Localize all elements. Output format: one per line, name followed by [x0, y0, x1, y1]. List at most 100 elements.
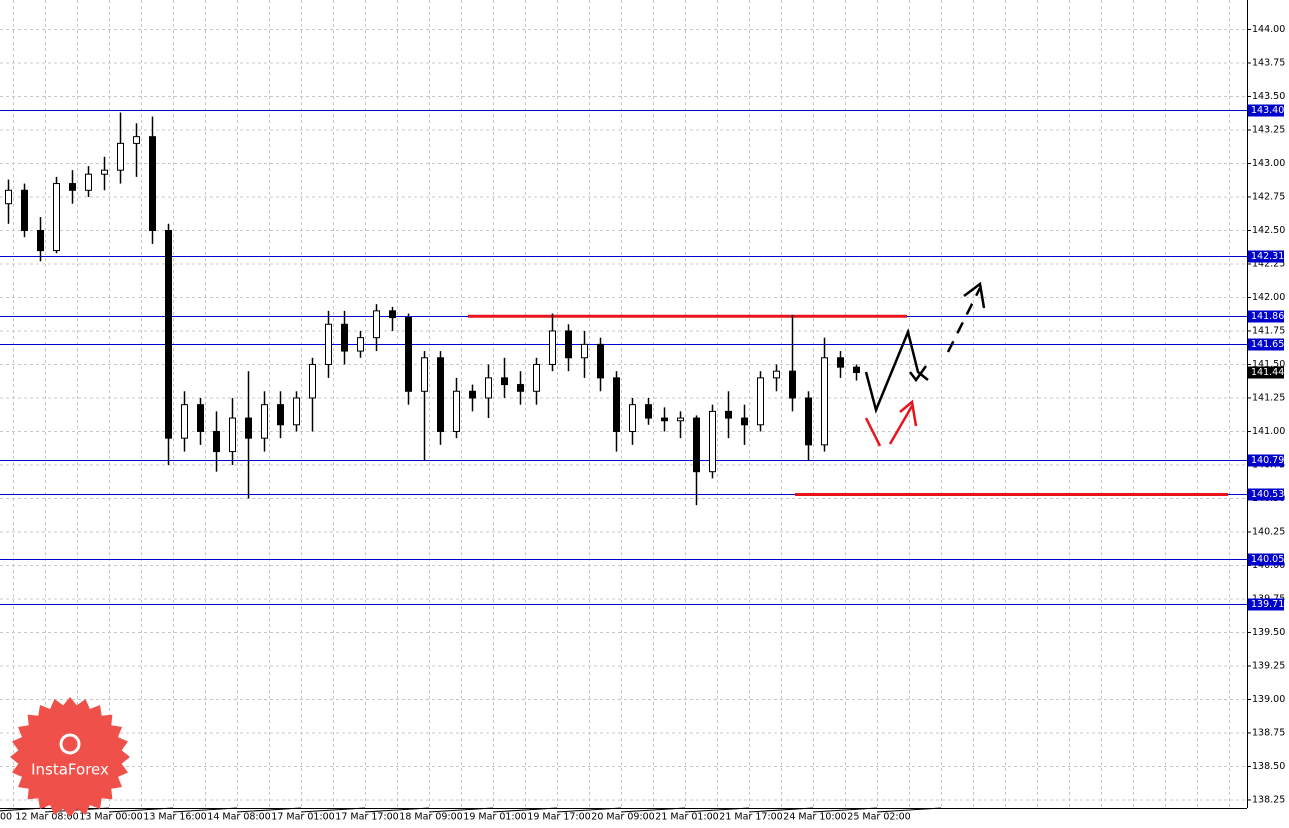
- y-tick-label: 143.75: [1252, 57, 1285, 68]
- candle-body: [85, 173, 92, 191]
- candle-body: [213, 430, 220, 453]
- y-tick-label: 141.00: [1252, 426, 1285, 437]
- candle-body: [485, 377, 492, 399]
- x-tick-label: 24 Mar 10:00: [783, 812, 846, 823]
- candle-body: [5, 189, 12, 205]
- candle-body: [709, 410, 716, 473]
- candle-body: [389, 310, 396, 319]
- axes: 138.25 138.50 138.75 139.00 139.25 139.50 139.…: [0, 24, 1285, 823]
- logo-icon: [59, 733, 81, 755]
- candle-body: [501, 377, 508, 386]
- x-tick: [620, 807, 686, 813]
- candle-body: [101, 169, 108, 175]
- candle-body: [21, 189, 28, 231]
- level-label: 141.65: [1251, 339, 1284, 350]
- x-tick: [684, 807, 750, 813]
- candle-body: [629, 404, 636, 432]
- x-tick: [364, 807, 430, 813]
- candle-body: [581, 343, 588, 359]
- candle-body: [133, 136, 140, 144]
- level-label: 142.31: [1251, 251, 1284, 262]
- level-label-box: [1248, 104, 1284, 117]
- candle-body: [421, 357, 428, 392]
- level-label-box: [1248, 454, 1284, 467]
- x-tick-label: 13 Mar 00:00: [79, 812, 142, 823]
- candle-body: [741, 417, 748, 426]
- alt-arrowhead: [899, 399, 918, 427]
- x-tick-label: 18 Mar 09:00: [399, 812, 462, 823]
- candle-body: [805, 397, 812, 446]
- y-tick-label: 139.25: [1252, 660, 1285, 671]
- candle-body: [197, 404, 204, 432]
- candle-body: [341, 323, 348, 352]
- candle-body: [181, 404, 188, 439]
- candle-body: [773, 370, 780, 379]
- candle-body: [837, 357, 844, 368]
- y-tick-label: 143.50: [1252, 91, 1285, 102]
- y-tick-label: 140.25: [1252, 526, 1285, 537]
- y-tick-label: 139.50: [1252, 627, 1285, 638]
- logo: InstaForex: [10, 697, 130, 817]
- candle-body: [725, 410, 732, 419]
- x-tick-label: 12 Mar 08:00: [15, 812, 78, 823]
- x-tick-label: 19 Mar 17:00: [527, 812, 590, 823]
- forecast-arrowhead: [963, 281, 986, 309]
- y-tick-label: 139.00: [1252, 694, 1285, 705]
- plot: [0, 110, 1247, 605]
- current-price-label: 141.44: [1251, 367, 1284, 378]
- x-tick-label: 25 Mar 02:00: [847, 812, 910, 823]
- candle-body: [677, 417, 684, 422]
- level-label: 140.53: [1251, 489, 1284, 500]
- candle-body: [373, 310, 380, 339]
- candle-body: [293, 397, 300, 426]
- y-tick-label: 142.25: [1252, 258, 1285, 269]
- x-tick: [556, 807, 622, 813]
- x-tick-label: 20 Mar 09:00: [591, 812, 654, 823]
- level-label-box: [1248, 338, 1284, 351]
- candle-body: [517, 384, 524, 392]
- x-tick-label: 21 Mar 17:00: [719, 812, 782, 823]
- level-label-box: [1248, 488, 1284, 501]
- candle-body: [165, 229, 172, 439]
- y-tick-label: 142.50: [1252, 225, 1285, 236]
- candle-body: [613, 377, 620, 432]
- logo-text: InstaForex: [31, 761, 109, 779]
- y-tick-label: 143.25: [1252, 124, 1285, 135]
- y-tick-label: 141.25: [1252, 392, 1285, 403]
- level-label: 140.05: [1251, 554, 1284, 565]
- candle-body: [453, 390, 460, 432]
- candle-body: [789, 370, 796, 399]
- level-label: 140.79: [1251, 455, 1284, 466]
- candle-body: [437, 357, 444, 432]
- candle-body: [245, 417, 252, 439]
- candle-body: [117, 142, 124, 171]
- candle-body: [325, 323, 332, 365]
- candle-body: [69, 183, 76, 191]
- x-tick-label: 00: [0, 812, 12, 823]
- y-tick-label: 144.00: [1252, 24, 1285, 35]
- current-price-box: [1248, 366, 1284, 379]
- candle-body: [357, 337, 364, 352]
- x-tick: [0, 807, 46, 812]
- x-tick-label: 17 Mar 01:00: [271, 812, 334, 823]
- candle-body: [309, 363, 316, 399]
- level-label-box: [1248, 598, 1284, 611]
- level-label-box: [1248, 553, 1284, 566]
- forecast-dashed: [946, 287, 982, 353]
- x-tick: [108, 807, 174, 813]
- x-tick-label: 14 Mar 08:00: [207, 812, 270, 823]
- candle-body: [405, 317, 412, 392]
- alt-path: [888, 405, 914, 445]
- y-tick-label: 138.50: [1252, 761, 1285, 772]
- alt-path: [864, 417, 882, 447]
- x-tick: [236, 807, 302, 813]
- x-tick: [428, 807, 494, 813]
- level-label: 143.40: [1251, 105, 1284, 116]
- candle-body: [533, 363, 540, 392]
- candle-body: [645, 404, 652, 419]
- candle-body: [597, 343, 604, 379]
- candle-body: [149, 136, 156, 231]
- x-tick: [812, 807, 878, 813]
- x-tick: [876, 807, 942, 813]
- candle-body: [693, 417, 700, 473]
